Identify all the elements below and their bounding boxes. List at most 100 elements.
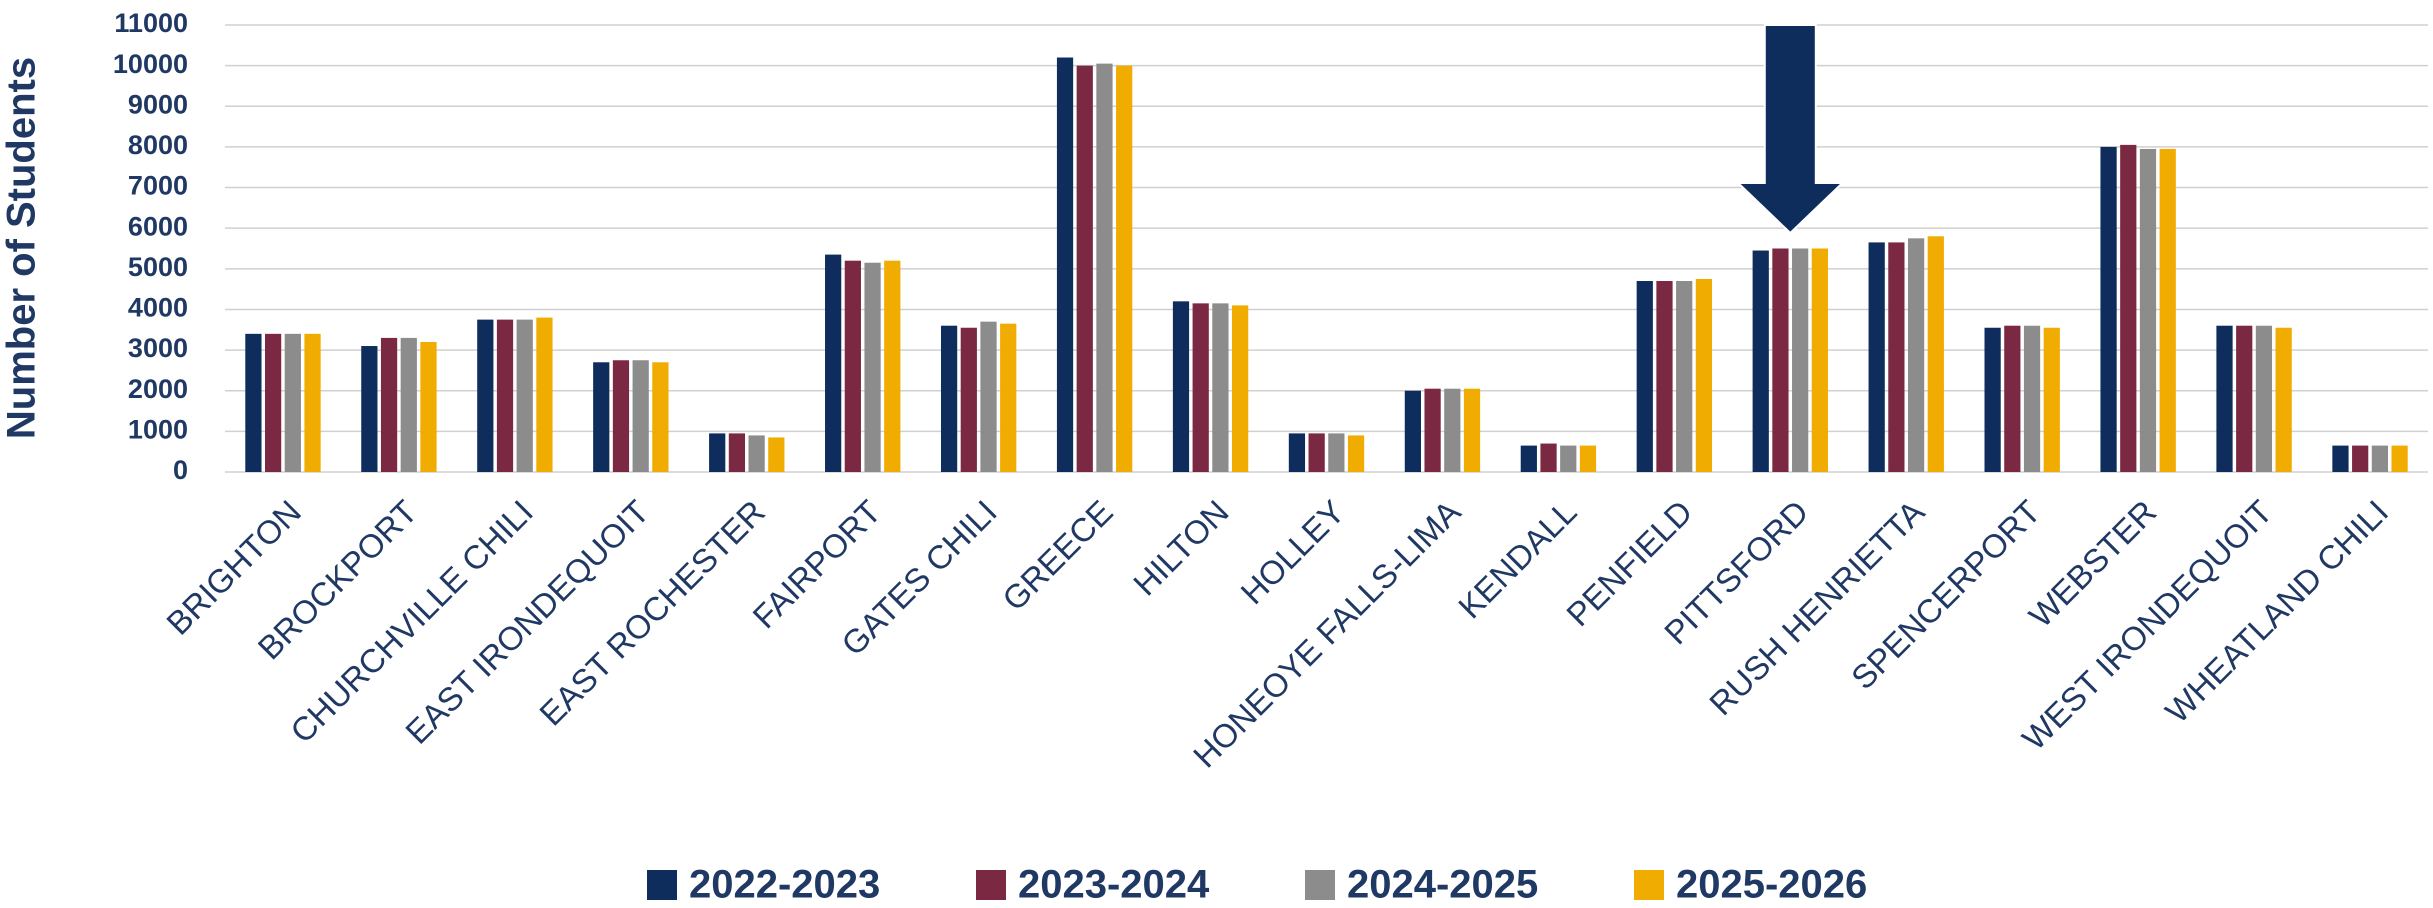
bar [536,317,553,472]
bar [1907,238,1925,472]
bar [1172,301,1190,472]
y-tick-label: 11000 [114,8,188,38]
legend-label: 2025-2026 [1676,863,1867,907]
bar [2120,144,2137,473]
y-tick-label: 2000 [128,374,188,404]
bar [1520,445,1537,472]
y-tick-label: 5000 [128,252,188,282]
bar [420,341,437,472]
highlight-arrow [1735,24,1845,235]
bar [940,325,958,472]
bar [1772,248,1789,472]
bar [1116,65,1133,473]
x-tick-label: WHEATLAND CHILI [2158,493,2395,730]
bar [516,319,533,472]
bar [652,362,669,472]
bar [1579,445,1597,472]
bar [284,333,301,472]
bar [1463,388,1481,472]
bar [1096,63,1113,472]
bar [2159,148,2176,472]
y-tick-label: 8000 [128,130,188,160]
bar [1212,303,1229,472]
bar [1927,236,1944,472]
bar [2332,445,2349,472]
bar [1347,435,1365,472]
bar [768,437,785,472]
bar [1328,433,1345,472]
bar [380,337,398,472]
bar [245,333,262,472]
bar [1056,57,1074,472]
bar [2371,445,2388,472]
legend-swatch [976,870,1006,900]
bar [884,260,901,472]
bar [2275,327,2292,472]
bar [1811,248,1828,472]
x-tick-label: HILTON [1126,493,1236,603]
x-tick-label: HOLLEY [1233,493,1351,611]
bar [1888,242,1905,472]
bar [1560,445,1577,472]
bar [265,333,282,472]
y-tick-label: 4000 [128,293,188,323]
bar [1636,281,1653,472]
bar [496,319,514,472]
bar [1540,443,1557,472]
bar [1232,305,1249,472]
bar [2352,445,2369,472]
bar [1424,388,1441,472]
bar [632,360,649,472]
bar [1868,242,1885,472]
bar [612,360,630,472]
bar [1000,323,1017,472]
bar [1288,433,1306,472]
bar [2255,325,2273,472]
bar [400,337,417,472]
y-axis-label: Number of Students [0,57,44,439]
y-tick-label: 10000 [113,49,188,79]
bar [361,346,378,472]
bar [1404,390,1421,472]
y-tick-label: 6000 [128,211,188,241]
bar [864,262,881,472]
bar [2023,325,2041,472]
bar [477,319,494,472]
legend-label: 2023-2024 [1018,863,1210,907]
bar [2391,445,2408,472]
bar [2216,325,2233,472]
bar [1792,248,1809,472]
bar [304,333,321,472]
bar [1676,281,1693,472]
bar [980,321,997,472]
bar [825,254,842,472]
bar [748,435,765,472]
bar [593,362,610,472]
y-tick-label: 9000 [128,89,188,119]
legend-label: 2024-2025 [1347,863,1538,907]
bar [1695,278,1713,472]
x-tick-label: GREECE [995,493,1120,618]
bar [1656,281,1673,472]
y-tick-label: 1000 [128,414,188,444]
y-tick-label: 3000 [128,333,188,363]
legend-swatch [1305,870,1335,900]
bar [1752,250,1769,472]
y-tick-label: 7000 [128,171,188,201]
bar [844,260,861,472]
bar [2043,327,2060,472]
bar [1076,65,1093,473]
bar [1444,388,1461,472]
bar [2004,325,2021,472]
bar [1308,433,1325,472]
bar [2236,325,2253,472]
legend-label: 2022-2023 [689,863,880,907]
legend-swatch [647,870,677,900]
legend-swatch [1634,870,1664,900]
bar [2100,146,2117,472]
bar [709,433,726,472]
x-tick-label: RUSH HENRIETTA [1702,493,1931,722]
x-tick-label: EAST ROCHESTER [532,493,772,733]
bar [2139,148,2157,472]
